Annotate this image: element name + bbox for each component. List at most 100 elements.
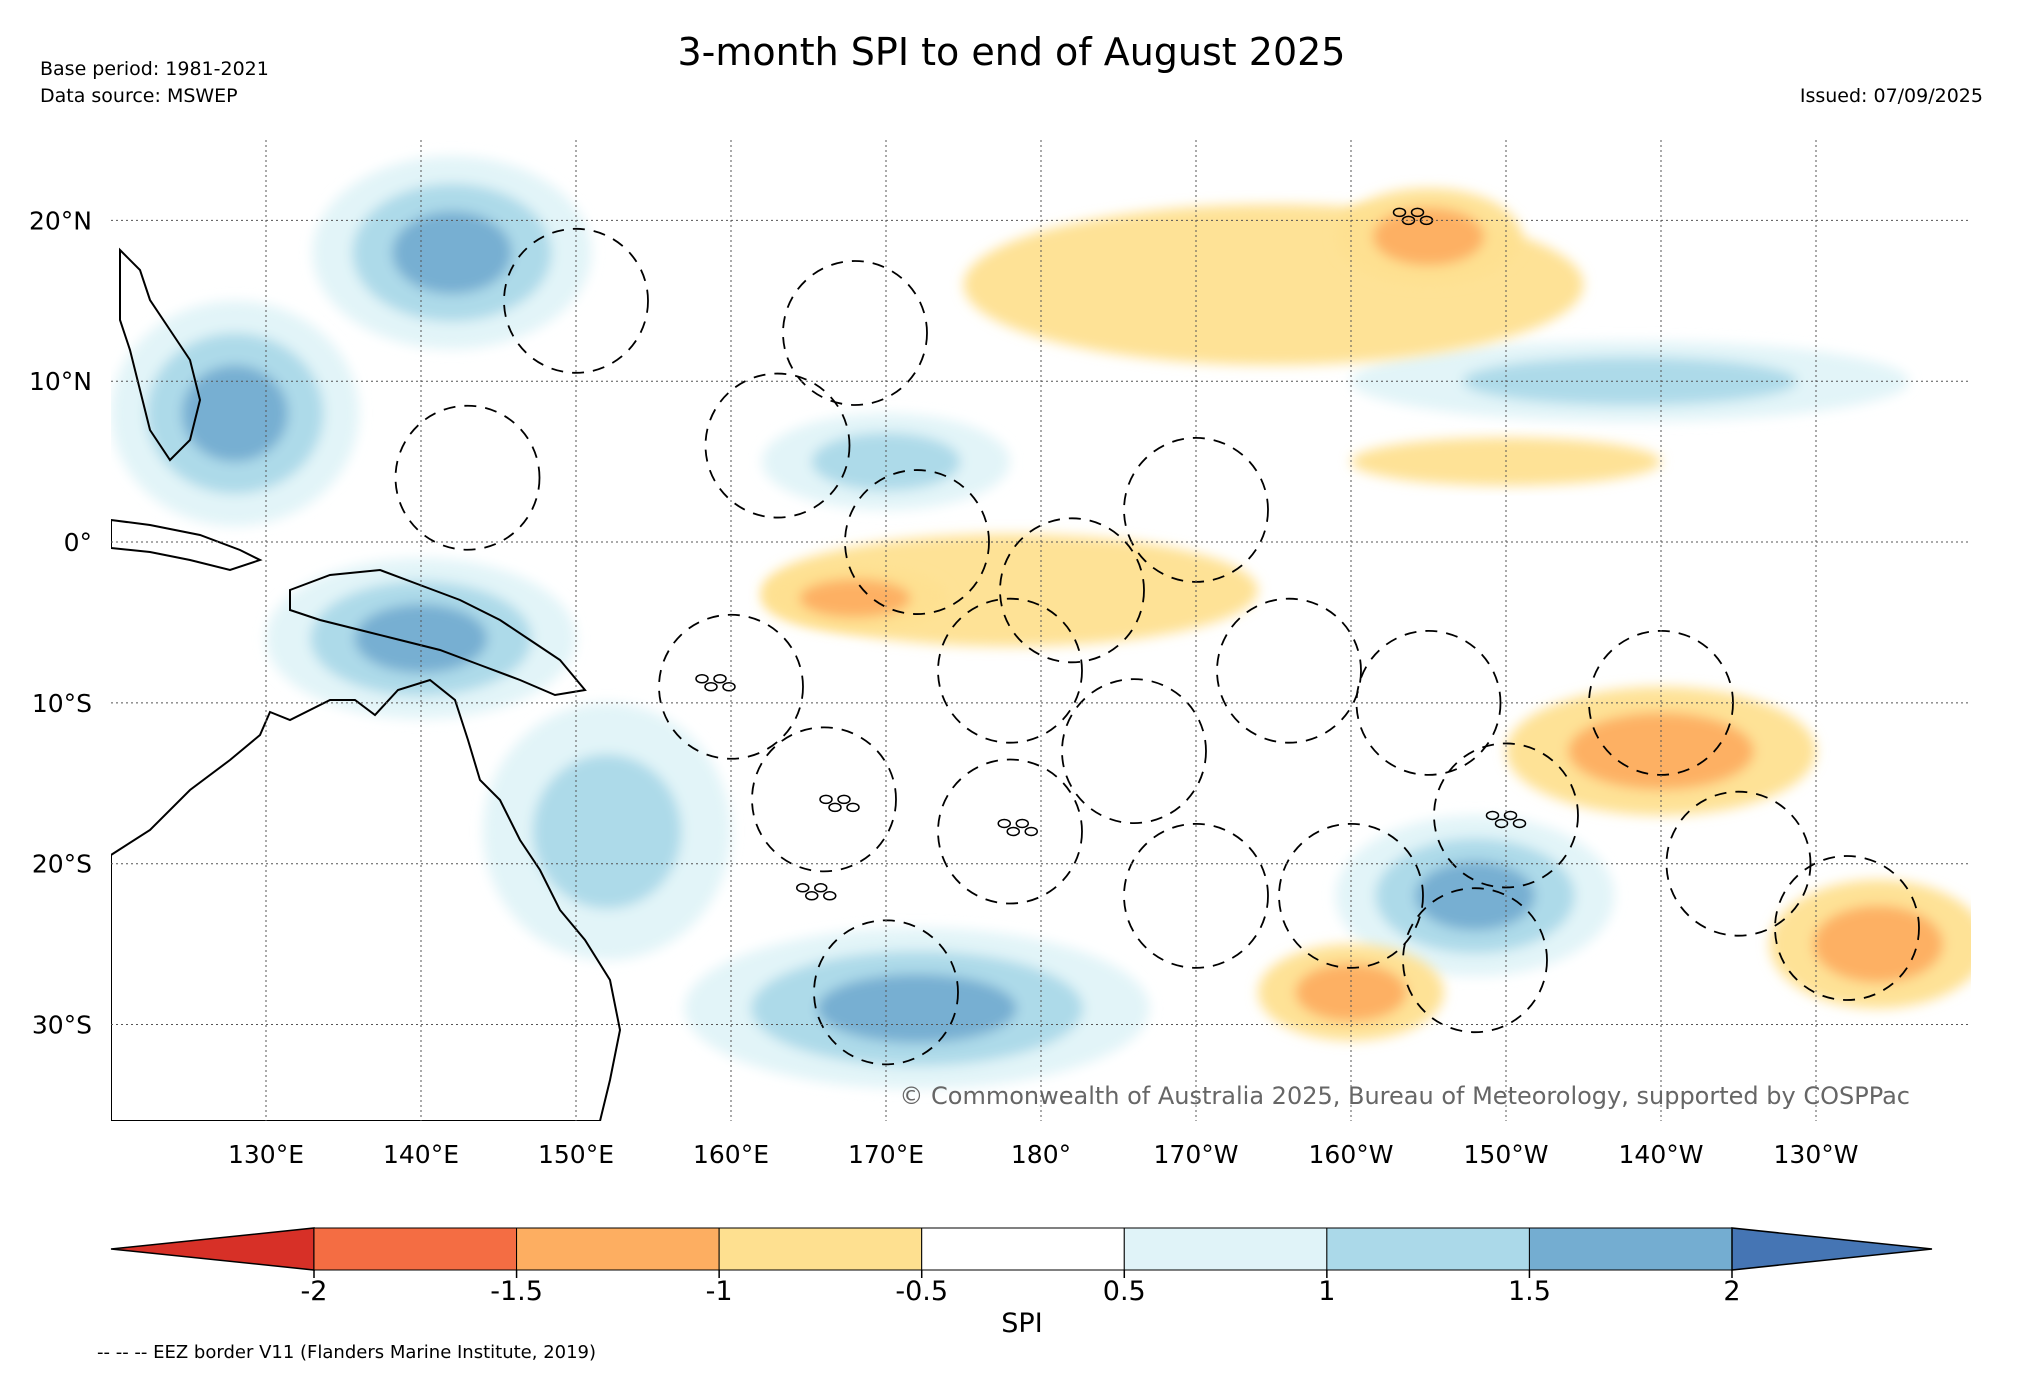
spi-region-itcz-wet-east	[1351, 341, 1909, 422]
spi-contour-southeast-dry-1	[1812, 905, 1944, 983]
spi-region-kermadec-dry	[1258, 944, 1444, 1041]
spi-contour-tasman-wet-2	[817, 973, 1017, 1043]
colorbar-label: SPI	[1001, 1308, 1042, 1339]
spi-region-western-pacific-wet	[111, 300, 359, 526]
longitude-label: 130°W	[1774, 1140, 1859, 1169]
longitude-label: 130°E	[228, 1140, 304, 1169]
colorbar-tick-label: 0.5	[1103, 1276, 1146, 1307]
longitude-label: 160°W	[1309, 1140, 1394, 1169]
spi-region-tasman-wet	[684, 928, 1150, 1089]
colorbar-segment-1	[516, 1227, 720, 1271]
latitude-label: 20°S	[32, 850, 92, 879]
eez-boundary-8	[1216, 597, 1362, 744]
latitude-label: 10°N	[29, 367, 92, 396]
eez-boundary-7	[1061, 678, 1207, 825]
data-source: Data source: MSWEP	[40, 85, 238, 107]
longitude-label: 150°E	[538, 1140, 614, 1169]
spi-contour-central-south-wet-2	[1415, 861, 1535, 931]
eez-boundary-12	[1665, 790, 1812, 937]
spi-region-coral-sea-wet	[483, 702, 731, 961]
latitude-labels: 20°N 10°N 0° 10°S 20°S 30°S	[29, 206, 92, 1039]
philippines-coastline	[119, 247, 202, 462]
colorbar-extend-high	[1731, 1227, 1933, 1271]
longitude-labels: 130°E 140°E 150°E 160°E 170°E 180° 170°W 160°W 1…	[228, 1140, 1858, 1169]
eez-boundary-17	[751, 726, 897, 873]
colorbar-extend-low	[110, 1227, 315, 1271]
longitude-label: 140°W	[1619, 1140, 1704, 1169]
spi-anomaly-layer	[111, 156, 1971, 1089]
colorbar-tick-label: -1	[706, 1276, 733, 1307]
colorbar-segment-2	[718, 1227, 923, 1271]
longitude-label: 150°W	[1464, 1140, 1549, 1169]
eez-boundary-0	[503, 227, 649, 374]
spi-contour-png-wet-2	[354, 604, 488, 674]
spi-contour-kermadec-dry-1	[1295, 963, 1407, 1022]
eez-boundary-6	[937, 597, 1083, 744]
eez-boundary-2	[704, 372, 851, 519]
eez-boundary-21	[782, 260, 928, 406]
eez-boundary-9	[1355, 629, 1502, 776]
latitude-label: 0°	[64, 528, 92, 557]
latitude-label: 30°S	[32, 1011, 92, 1040]
graticule	[111, 140, 1971, 1121]
eez-boundary-4	[999, 517, 1145, 664]
colorbar-tick-label: 1.5	[1508, 1276, 1551, 1307]
eez-boundary-10	[1433, 742, 1579, 889]
eez-borders	[394, 227, 1920, 1066]
colorbar-tick-label: 2	[1723, 1276, 1740, 1307]
coastlines	[111, 247, 622, 1121]
spi-contour-north-pacific-wet-2	[392, 211, 512, 294]
spi-contour-equatorial-dry-core-1	[799, 579, 911, 618]
spi-contour-hawaii-dry-1	[1372, 207, 1485, 266]
spi-contour-itcz-wet-east-1	[1462, 357, 1798, 406]
longitude-label: 170°W	[1154, 1140, 1239, 1169]
island-french-polynesia	[1485, 810, 1527, 829]
indonesia-coastline	[111, 518, 263, 572]
eez-boundary-14	[1278, 822, 1424, 969]
colorbar-tick-label: 1	[1318, 1276, 1335, 1307]
colorbar-segment-5	[1326, 1227, 1530, 1271]
latitude-label: 10°S	[32, 689, 92, 718]
eez-boundary-13	[1774, 855, 1920, 1001]
eez-boundary-3	[844, 469, 990, 615]
eez-footnote: -- -- -- EEZ border V11 (Flanders Marine…	[97, 1342, 597, 1363]
copyright-credit: © Commonwealth of Australia 2025, Bureau…	[899, 1082, 1910, 1110]
longitude-label: 140°E	[383, 1140, 459, 1169]
eez-boundary-15	[1123, 822, 1269, 969]
island-vanuatu	[819, 794, 860, 813]
longitude-label: 170°E	[848, 1140, 924, 1169]
new-guinea-coastline	[289, 568, 587, 697]
spi-region-equatorial-dry-core	[762, 566, 948, 631]
map-title: 3-month SPI to end of August 2025	[677, 30, 1346, 74]
latitude-label: 20°N	[29, 206, 92, 235]
base-period: Base period: 1981-2021	[40, 58, 269, 80]
metadata-block: Base period: 1981-2021 Data source: MSWE…	[40, 56, 269, 110]
colorbar-segment-0	[313, 1227, 518, 1271]
issued-date: Issued: 07/09/2025	[1799, 85, 1983, 107]
eez-boundary-1	[394, 404, 541, 551]
spi-contour-western-pacific-wet-2	[181, 365, 289, 462]
spi-region-central-south-wet	[1335, 815, 1615, 977]
island-solomon-islands	[695, 673, 736, 692]
colorbar-segment-6	[1528, 1227, 1733, 1271]
colorbar-segment-4	[1123, 1227, 1328, 1271]
island-fiji	[997, 818, 1038, 837]
colorbar-tick-label: -0.5	[895, 1276, 948, 1307]
spi-colorbar: -2 -1.5 -1 -0.5 0.5 1 1.5 2	[110, 1227, 1933, 1307]
longitude-label: 160°E	[693, 1140, 769, 1169]
eez-boundary-18	[658, 613, 804, 760]
colorbar-tick-label: -2	[301, 1276, 328, 1307]
spi-contour-coral-sea-wet-1	[532, 754, 682, 909]
colorbar-segment-3	[921, 1227, 1125, 1271]
island-new-caledonia	[796, 883, 837, 901]
australia-coastline	[111, 678, 622, 1121]
colorbar-tick-label: -1.5	[490, 1276, 543, 1307]
spi-region-hawaii-dry	[1335, 188, 1522, 285]
eez-boundary-16	[937, 758, 1083, 905]
eez-boundary-20	[1402, 887, 1548, 1034]
spi-region-png-wet	[266, 558, 576, 719]
spi-region-southeast-dry	[1769, 879, 1971, 1009]
spi-region-north-pacific-wet	[312, 156, 592, 350]
longitude-label: 180°	[1011, 1140, 1071, 1169]
